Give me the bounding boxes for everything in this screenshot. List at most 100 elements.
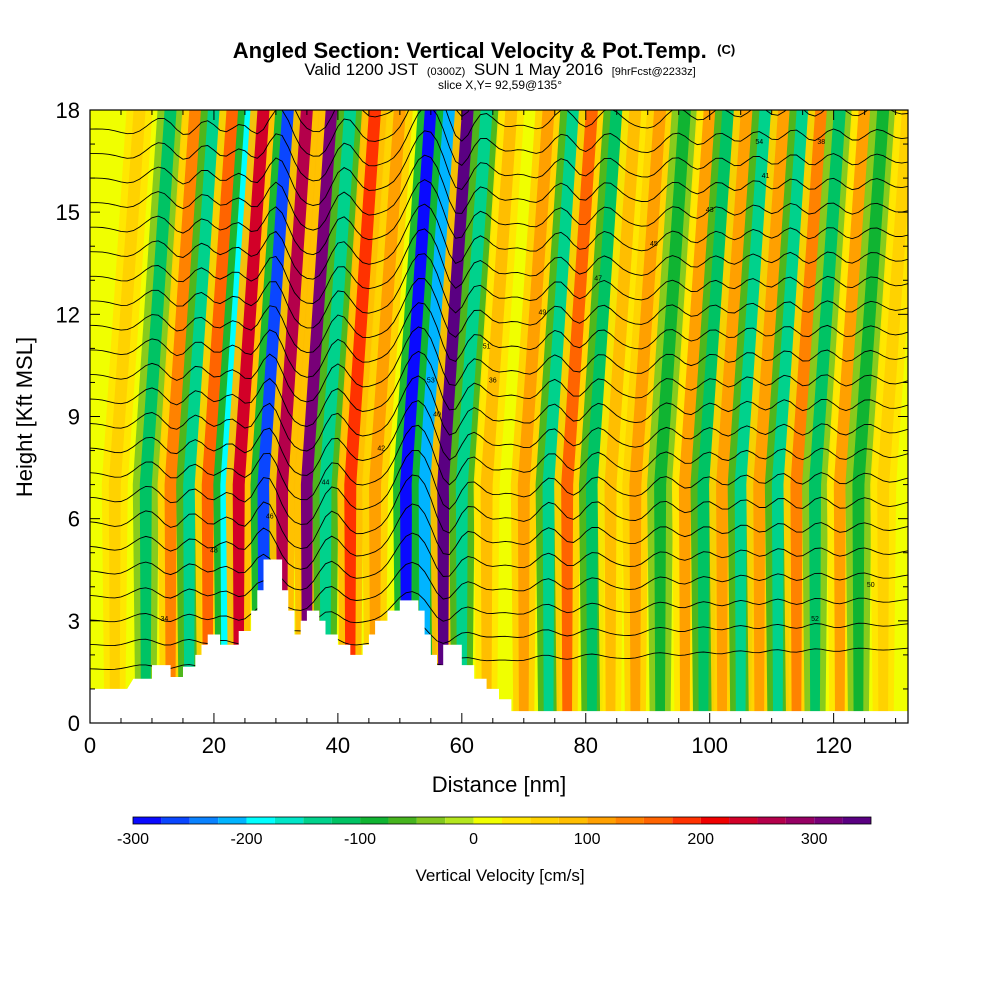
forecast-label: [9hrFcst@2233z] — [612, 66, 696, 78]
velocity-column-core — [877, 110, 908, 723]
velocity-column-core — [678, 110, 716, 723]
theta-contour — [90, 424, 908, 501]
theta-contour — [90, 503, 908, 570]
theta-contour-label: 51 — [483, 343, 491, 350]
theta-contour — [90, 474, 908, 550]
velocity-column-core — [201, 110, 239, 723]
colorbar-tick-label: -100 — [344, 831, 376, 848]
velocity-column-core — [604, 110, 642, 723]
theta-contour-label: 43 — [706, 207, 714, 214]
y-tick-label: 18 — [56, 98, 80, 123]
colorbar-tick-label: -200 — [231, 831, 263, 848]
colorbar-swatch — [615, 817, 644, 824]
theta-contour — [90, 449, 908, 525]
colorbar-swatch — [842, 817, 871, 824]
velocity-column-core — [716, 110, 753, 723]
colorbar-tick-label: 100 — [574, 831, 601, 848]
theta-contour-label: 54 — [755, 139, 763, 146]
theta-contour-label: 50 — [867, 582, 875, 589]
velocity-column-core — [319, 110, 357, 723]
velocity-column-core — [455, 110, 493, 723]
y-tick-label: 9 — [68, 405, 80, 430]
theta-contour-label: 47 — [594, 275, 602, 282]
chart-title: Angled Section: Vertical Velocity & Pot.… — [233, 38, 707, 63]
svg-text:Valid 1200 JST (0300Z): Valid 1200 JST (0300Z) SUN 1 May 2016 [9… — [304, 60, 695, 79]
colorbar-swatch — [757, 817, 786, 824]
x-tick-label: 100 — [691, 733, 728, 758]
theta-contour-label: 53 — [427, 377, 435, 384]
colorbar-tick-label: 0 — [469, 831, 478, 848]
velocity-column-core — [654, 110, 691, 723]
velocity-column-core — [585, 110, 623, 723]
utc-time-label: (0300Z) — [427, 66, 466, 78]
colorbar-swatch — [189, 817, 219, 824]
x-axis: 0 20 40 60 80 100 120 — [84, 110, 897, 758]
colorbar-swatch — [643, 817, 673, 824]
colorbar-swatch — [530, 817, 559, 824]
valid-time-label: Valid 1200 JST — [304, 60, 418, 79]
slice-label: slice X,Y= 92,59@135° — [438, 78, 562, 92]
colorbar-swatch — [360, 817, 389, 824]
colorbar-tick-label: 300 — [801, 831, 828, 848]
colorbar-frame — [132, 816, 872, 825]
velocity-column-core — [697, 110, 735, 723]
theta-contour-label: 52 — [811, 616, 819, 623]
theta-contour-label: 45 — [650, 241, 658, 248]
colorbar-swatch — [161, 817, 190, 824]
theta-contour — [90, 302, 908, 378]
colorbar-swatch — [133, 817, 162, 824]
velocity-column-core — [809, 110, 846, 723]
colorbar-swatch — [473, 817, 502, 824]
x-tick-label: 0 — [84, 733, 96, 758]
velocity-column-core — [480, 110, 518, 723]
y-axis-label: Height [Kft MSL] — [12, 337, 37, 497]
theta-contour-label: 49 — [538, 309, 546, 316]
potential-temperature-contours: 34 36 38 40 41 42 43 44 45 46 47 48 49 50 51 52 53 54 — [90, 110, 908, 673]
y-tick-label: 0 — [68, 711, 80, 736]
colorbar-swatch — [785, 817, 815, 824]
colorbar-swatch — [416, 817, 446, 824]
colorbar-ticks: -300 -200 -100 0 100 200 300 — [117, 831, 828, 848]
theta-contour — [90, 154, 908, 231]
theta-contour — [90, 253, 908, 329]
velocity-column-core — [276, 110, 313, 723]
x-tick-label: 120 — [815, 733, 852, 758]
colorbar-swatch — [445, 817, 474, 824]
x-tick-label: 60 — [450, 733, 474, 758]
theta-contour — [90, 591, 908, 632]
valid-date-label: SUN 1 May 2016 — [474, 60, 603, 79]
colorbar-label: Vertical Velocity [cm/s] — [415, 866, 584, 885]
velocity-column-core — [164, 110, 202, 723]
x-tick-label: 20 — [202, 733, 226, 758]
velocity-column-core — [771, 110, 809, 723]
theta-contour — [90, 278, 908, 354]
colorbar-swatch — [729, 817, 758, 824]
colorbar-swatch — [587, 817, 616, 824]
velocity-column-core — [561, 110, 598, 723]
theta-contour — [90, 532, 908, 591]
x-tick-label: 40 — [326, 733, 350, 758]
theta-contour-label: 42 — [377, 446, 385, 453]
theta-contour — [90, 110, 908, 182]
colorbar-swatch — [388, 817, 417, 824]
velocity-column-core — [418, 110, 456, 723]
theta-contour-label: 46 — [266, 514, 274, 521]
colorbar-tick-label: -300 — [117, 831, 149, 848]
colorbar-swatch — [331, 817, 361, 824]
colorbar-swatch — [558, 817, 588, 824]
velocity-column-core — [344, 110, 382, 723]
velocity-column-core — [629, 110, 667, 723]
velocity-column-core — [400, 110, 437, 723]
colorbar-swatch — [218, 817, 247, 824]
velocity-column-core — [753, 110, 791, 723]
y-tick-label: 12 — [56, 302, 80, 327]
theta-contour — [90, 561, 908, 611]
colorbar-swatch — [814, 817, 843, 824]
colorbar — [132, 816, 872, 825]
svg-text:Angled Section: Vertical Veloc: Angled Section: Vertical Velocity & Pot.… — [233, 38, 735, 63]
velocity-column-core — [300, 110, 338, 723]
velocity-column-core — [542, 110, 580, 723]
theta-contour — [90, 130, 908, 206]
velocity-column-core — [852, 110, 890, 723]
theta-contour — [90, 375, 908, 452]
